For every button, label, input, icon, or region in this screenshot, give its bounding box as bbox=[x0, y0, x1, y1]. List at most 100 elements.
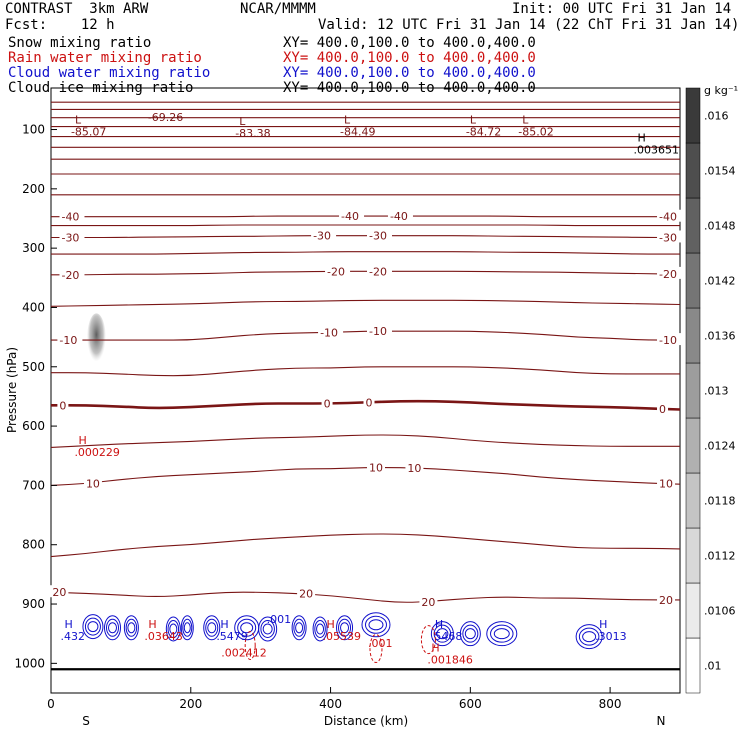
cloud-water-contour bbox=[127, 622, 136, 634]
x-tick-label: 400 bbox=[319, 697, 342, 711]
contour-label-bg bbox=[318, 325, 344, 338]
colorbar-segment bbox=[685, 252, 701, 309]
extremum-value: -83.38 bbox=[235, 127, 270, 140]
colorbar-segment bbox=[685, 472, 701, 529]
y-tick-label: 800 bbox=[22, 538, 45, 552]
cloud-water-contour bbox=[493, 628, 510, 640]
extremum-value: .03643 bbox=[144, 630, 183, 643]
cloud-water-contour bbox=[260, 619, 275, 638]
model-label: CONTRAST 3km ARW bbox=[5, 1, 149, 17]
field-snow-name: Snow mixing ratio bbox=[8, 35, 152, 51]
contour-label: -40 bbox=[659, 211, 677, 224]
cloud-water-contour bbox=[430, 621, 454, 647]
contour-label-bg bbox=[657, 592, 676, 605]
colorbar-tick-label: .0142 bbox=[704, 275, 736, 288]
rain-water-contour bbox=[369, 634, 383, 664]
extremum-value: .3013 bbox=[595, 630, 627, 643]
cloud-water-contour bbox=[459, 621, 481, 647]
colorbar-segment bbox=[685, 582, 701, 639]
colorbar-segment bbox=[685, 362, 701, 419]
cloud-water-contour bbox=[582, 631, 597, 643]
cloud-water-contour bbox=[169, 623, 178, 635]
field-cloudwater-name: Cloud water mixing ratio bbox=[8, 65, 211, 81]
y-tick-label: 200 bbox=[22, 182, 45, 196]
extremum-mark: H bbox=[78, 434, 86, 447]
extremum-mark: L bbox=[239, 115, 246, 128]
cloud-water-contour bbox=[340, 622, 350, 634]
extremum-value: -84.49 bbox=[340, 126, 375, 139]
hydrometeor-contours bbox=[51, 612, 680, 671]
cloud-water-contour bbox=[123, 615, 139, 641]
y-tick-label: 400 bbox=[22, 300, 45, 314]
cloud-water-contour bbox=[84, 617, 101, 636]
contour-label-bg bbox=[83, 476, 102, 489]
contour-label-bg bbox=[59, 267, 85, 280]
contour-label: -20 bbox=[659, 268, 677, 281]
cloud-water-contour bbox=[258, 616, 278, 642]
temperature-contour bbox=[50, 533, 681, 558]
y-tick-label: 100 bbox=[22, 123, 45, 137]
contour-label: 0 bbox=[659, 403, 666, 416]
extremum-mark: L bbox=[522, 114, 529, 127]
cloud-water-contour bbox=[183, 622, 191, 634]
extremum-value: .001 bbox=[267, 613, 292, 626]
contour-label: 10 bbox=[86, 478, 100, 491]
y-tick-label: 1000 bbox=[14, 656, 45, 670]
colorbar-segment bbox=[685, 527, 701, 584]
contour-label-bg bbox=[339, 209, 365, 222]
contour-label-bg bbox=[366, 324, 392, 337]
temperature-contour bbox=[50, 270, 681, 276]
cloud-water-contour bbox=[436, 628, 449, 640]
extremum-mark: H bbox=[64, 618, 72, 631]
x-tick-label: 800 bbox=[599, 697, 622, 711]
contour-label-bg bbox=[59, 230, 85, 243]
cloud-water-contour bbox=[207, 622, 217, 634]
extremum-mark: H bbox=[431, 641, 439, 654]
contour-label: -30 bbox=[369, 230, 387, 243]
y-axis-label: Pressure (hPa) bbox=[5, 347, 19, 433]
cloud-water-contour bbox=[464, 628, 476, 640]
extremum-mark: H bbox=[638, 131, 646, 144]
extremum-mark: H bbox=[220, 618, 228, 631]
colorbar-unit: g kg⁻¹ bbox=[704, 84, 738, 97]
contour-label: -30 bbox=[313, 230, 331, 243]
cloud-water-contour bbox=[578, 627, 600, 646]
y-tick-label: 700 bbox=[22, 478, 45, 492]
contour-label-bg bbox=[363, 395, 375, 408]
colorbar-segment bbox=[685, 417, 701, 474]
cloud-water-contour bbox=[575, 624, 603, 650]
contour-label-bg bbox=[405, 460, 424, 473]
temperature-contour bbox=[51, 366, 680, 377]
rain-water-contour bbox=[420, 625, 436, 655]
cloud-water-contour bbox=[108, 622, 118, 634]
cloud-water-contour bbox=[316, 623, 325, 635]
colorbar-tick-label: .0154 bbox=[704, 165, 736, 178]
cloud-water-contour bbox=[87, 621, 99, 633]
extremum-mark: H bbox=[599, 618, 607, 631]
cloud-water-contour bbox=[361, 612, 391, 638]
extremum-value: .001 bbox=[368, 637, 393, 650]
colorbar-segment bbox=[685, 87, 701, 144]
colorbar-tick-label: .0136 bbox=[704, 330, 736, 343]
field-rain-xy: XY= 400.0,100.0 to 400.0,400.0 bbox=[283, 50, 536, 66]
contour-label: -20 bbox=[327, 265, 345, 278]
plot-frame bbox=[50, 87, 681, 694]
contour-label-bg bbox=[366, 460, 385, 473]
contour-label-bg bbox=[657, 333, 683, 346]
cloud-water-contour bbox=[486, 621, 518, 647]
colorbar-segment bbox=[685, 197, 701, 254]
org-label: NCAR/MMMM bbox=[240, 1, 316, 17]
contour-label: -30 bbox=[61, 231, 79, 244]
temperature-contour bbox=[50, 235, 680, 239]
colorbar-segment bbox=[685, 637, 701, 694]
temperature-contour bbox=[50, 467, 681, 486]
contour-label: 0 bbox=[59, 399, 66, 412]
contour-label-bg bbox=[657, 230, 683, 243]
extremum-value: .002412 bbox=[221, 646, 267, 659]
cloud-water-contour bbox=[462, 624, 479, 643]
y-tick-label: 900 bbox=[22, 597, 45, 611]
contour-label: 20 bbox=[52, 586, 66, 599]
x-end-label-left: S bbox=[82, 714, 90, 728]
